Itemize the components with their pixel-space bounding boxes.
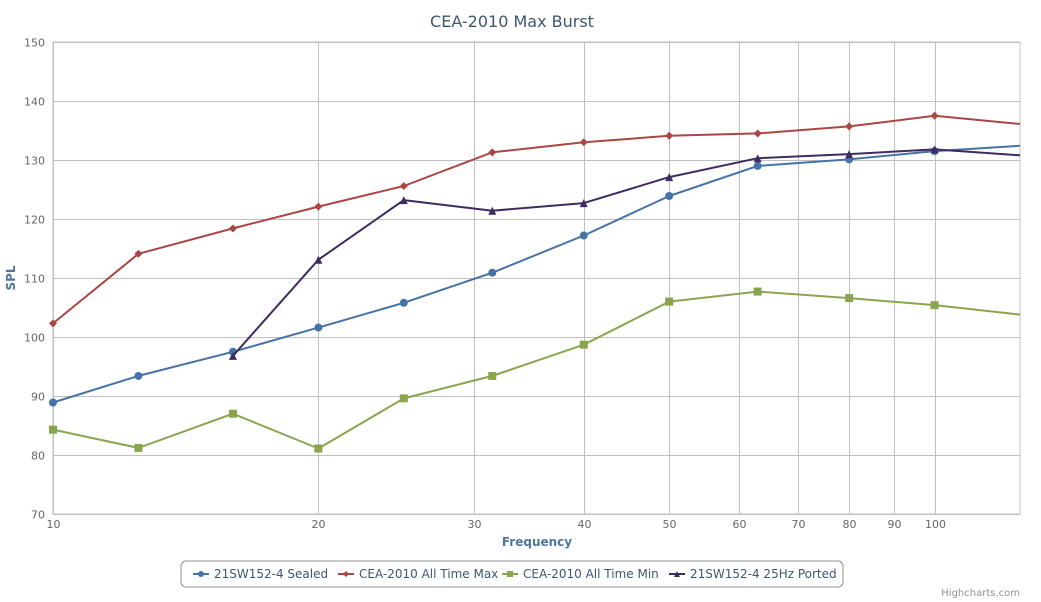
data-point[interactable] <box>579 138 588 147</box>
data-point[interactable] <box>314 255 323 264</box>
series-2 <box>49 111 1021 328</box>
grid <box>53 42 1020 515</box>
data-point[interactable] <box>665 131 674 140</box>
x-tick-label: 10 <box>47 518 61 531</box>
data-point[interactable] <box>134 249 143 258</box>
series-line[interactable] <box>52 144 1021 404</box>
data-point[interactable] <box>753 129 762 138</box>
chart-title: CEA-2010 Max Burst <box>430 12 594 31</box>
legend-item[interactable]: 21SW152-4 25Hz Ported <box>669 567 837 581</box>
data-point[interactable] <box>579 199 588 208</box>
y-tick-label: 80 <box>31 450 45 463</box>
data-point[interactable] <box>579 231 588 240</box>
legend-label: CEA-2010 All Time Max <box>359 567 498 581</box>
data-point[interactable] <box>314 323 323 332</box>
x-tick-label: 100 <box>925 518 946 531</box>
x-tick-label: 50 <box>663 518 677 531</box>
legend-label: 21SW152-4 Sealed <box>214 567 328 581</box>
x-axis-ticks: 10 20 30 40 50 60 70 80 90 100 <box>47 518 947 531</box>
data-point[interactable] <box>845 122 854 131</box>
data-point[interactable] <box>845 294 854 303</box>
data-point[interactable] <box>930 145 939 154</box>
x-tick-label: 30 <box>468 518 482 531</box>
legend-marker[interactable] <box>343 571 349 577</box>
legend-label: 21SW152-4 25Hz Ported <box>690 567 837 581</box>
x-tick-label: 90 <box>888 518 902 531</box>
y-tick-label: 150 <box>24 37 45 50</box>
legend-item[interactable]: CEA-2010 All Time Min <box>502 567 659 581</box>
series-4 <box>228 145 1021 360</box>
data-point[interactable] <box>399 181 408 190</box>
y-tick-label: 120 <box>24 214 45 227</box>
series-1 <box>49 144 1021 407</box>
x-axis-title: Frequency <box>502 535 572 549</box>
data-point[interactable] <box>134 371 143 380</box>
legend-marker[interactable] <box>674 571 680 577</box>
x-tick-label: 40 <box>578 518 592 531</box>
data-point[interactable] <box>665 297 674 306</box>
data-point[interactable] <box>488 148 497 157</box>
data-point[interactable] <box>579 340 588 349</box>
y-tick-label: 90 <box>31 391 45 404</box>
data-point[interactable] <box>753 161 762 170</box>
series-3 <box>49 287 1021 453</box>
data-point[interactable] <box>665 191 674 200</box>
plot-area-border <box>52 41 1021 515</box>
legend-item[interactable]: CEA-2010 All Time Max <box>338 567 498 581</box>
credits: Highcharts.com <box>941 588 1020 599</box>
data-point[interactable] <box>228 351 237 360</box>
x-tick-label: 70 <box>792 518 806 531</box>
series-group <box>49 111 1021 453</box>
data-point[interactable] <box>314 444 323 453</box>
legend-label: CEA-2010 All Time Min <box>523 567 659 581</box>
data-point[interactable] <box>399 298 408 307</box>
series-line[interactable] <box>232 148 1021 357</box>
legend: 21SW152-4 Sealed CEA-2010 All Time Max CEA… <box>180 560 844 588</box>
data-point[interactable] <box>845 150 854 159</box>
data-point[interactable] <box>228 224 237 233</box>
x-tick-label: 60 <box>733 518 747 531</box>
data-point[interactable] <box>488 268 497 277</box>
legend-item[interactable]: 21SW152-4 Sealed <box>193 567 328 581</box>
data-point[interactable] <box>49 319 57 328</box>
data-point[interactable] <box>488 206 497 215</box>
data-point[interactable] <box>753 154 762 163</box>
x-tick-label: 80 <box>843 518 857 531</box>
data-point[interactable] <box>753 287 762 296</box>
data-point[interactable] <box>228 409 237 418</box>
y-tick-label: 140 <box>24 96 45 109</box>
y-axis-ticks: 70 80 90 100 110 120 130 140 150 <box>24 37 45 522</box>
data-point[interactable] <box>134 443 143 452</box>
y-tick-label: 70 <box>31 509 45 522</box>
data-point[interactable] <box>930 111 939 120</box>
series-line[interactable] <box>52 114 1021 325</box>
legend-marker[interactable] <box>198 571 204 577</box>
legend-marker[interactable] <box>507 571 513 577</box>
y-axis-title: SPL <box>4 265 18 290</box>
data-point[interactable] <box>665 173 674 182</box>
y-tick-label: 110 <box>24 273 45 286</box>
x-tick-label: 20 <box>312 518 326 531</box>
data-point[interactable] <box>49 425 57 434</box>
data-point[interactable] <box>314 202 323 211</box>
data-point[interactable] <box>49 398 57 407</box>
y-tick-label: 130 <box>24 155 45 168</box>
data-point[interactable] <box>930 301 939 310</box>
y-tick-label: 100 <box>24 332 45 345</box>
series-line[interactable] <box>52 290 1021 450</box>
data-point[interactable] <box>488 371 497 380</box>
data-point[interactable] <box>399 394 408 403</box>
data-point[interactable] <box>399 196 408 205</box>
